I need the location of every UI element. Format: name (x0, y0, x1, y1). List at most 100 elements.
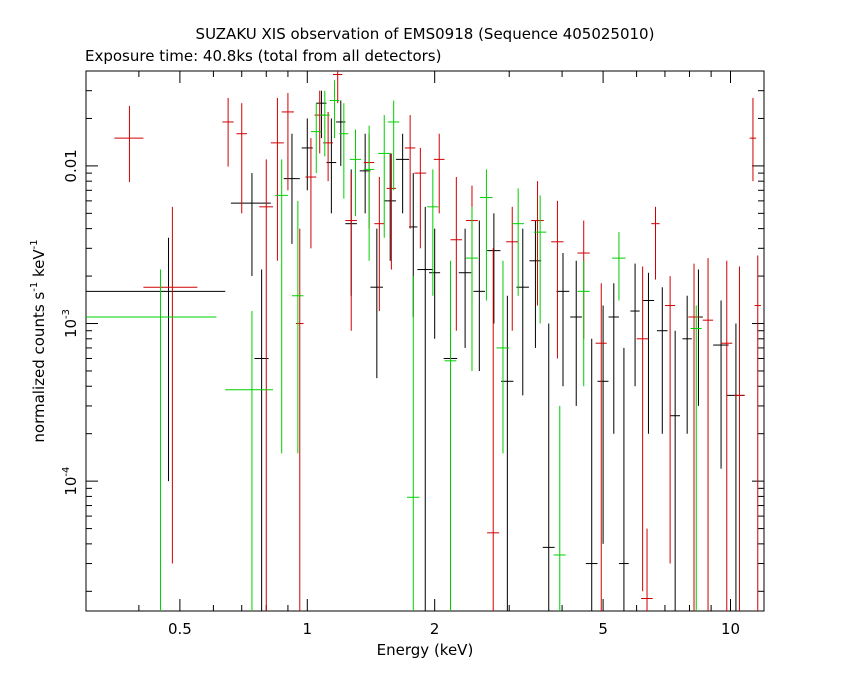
data-point (531, 181, 544, 306)
data-point (641, 528, 653, 611)
data-point (473, 220, 486, 371)
data-point (487, 213, 501, 324)
data-point (553, 405, 566, 611)
data-points (86, 71, 761, 611)
data-point (349, 129, 362, 217)
data-point (734, 266, 745, 611)
data-point (281, 93, 294, 191)
data-point (370, 228, 384, 379)
data-point (259, 159, 274, 611)
data-point (329, 80, 340, 139)
x-tick-label: 5 (598, 620, 608, 638)
data-point (690, 305, 702, 611)
data-point (114, 105, 144, 183)
data-point (487, 248, 500, 611)
data-point (395, 133, 410, 214)
data-point (291, 200, 304, 454)
chart-subtitle: Exposure time: 40.8ks (total from all de… (85, 47, 441, 65)
data-point (225, 311, 274, 611)
data-point (636, 266, 649, 592)
data-point (597, 305, 609, 544)
data-point (551, 200, 564, 359)
y-axis-label: normalized counts s-1 keV-1 (29, 239, 48, 442)
data-point (754, 255, 761, 611)
data-point (642, 272, 655, 434)
data-point (143, 206, 198, 564)
y-axis-label-mid: keV (30, 249, 48, 282)
data-point (480, 169, 493, 301)
data-point (542, 323, 555, 611)
data-point (345, 173, 357, 331)
data-point (465, 206, 478, 371)
data-point (433, 133, 445, 214)
data-point (386, 153, 396, 270)
data-point (702, 258, 714, 611)
data-point (595, 283, 607, 611)
data-point (378, 115, 391, 238)
data-point (86, 237, 226, 482)
data-point (427, 169, 439, 296)
x-axis-label: Energy (keV) (377, 641, 474, 659)
data-point (275, 159, 288, 454)
y-tick-label: 10-4 (61, 467, 80, 496)
data-point (310, 103, 322, 174)
data-point (529, 220, 542, 348)
data-point (295, 228, 304, 611)
data-point (533, 195, 547, 324)
x-tick-label: 10 (721, 620, 740, 638)
chart-title: SUZAKU XIS observation of EMS0918 (Seque… (196, 25, 655, 43)
data-point (429, 228, 441, 339)
y-tick-label: 0.01 (62, 149, 80, 182)
data-point (236, 103, 247, 214)
y-axis-label-main: normalized counts s (30, 292, 48, 443)
y-tick-label: 10-3 (61, 309, 80, 338)
axis-ticks (85, 70, 764, 611)
y-axis-label-sup2: -1 (29, 239, 40, 249)
data-point (387, 100, 400, 191)
data-point (749, 97, 757, 182)
data-point (664, 276, 676, 564)
data-point (506, 206, 519, 331)
data-point (339, 103, 349, 199)
series-0 (86, 90, 745, 611)
data-point (618, 347, 629, 611)
data-point (496, 260, 510, 454)
data-point (694, 269, 703, 406)
x-tick-label: 2 (430, 620, 440, 638)
data-point (230, 173, 271, 277)
data-point (585, 338, 598, 611)
data-point (721, 260, 733, 611)
data-point (512, 188, 524, 296)
x-tick-label: 0.5 (168, 620, 192, 638)
y-axis-label-sup1: -1 (29, 282, 40, 292)
data-point (556, 253, 570, 387)
data-point (688, 263, 700, 611)
tick-labels: 0.5 1 2 5 10 0.01 10-3 10-4 (61, 149, 740, 638)
x-tick-label: 1 (303, 620, 313, 638)
series-1 (114, 71, 761, 611)
data-point (630, 263, 640, 387)
data-point (270, 97, 284, 261)
data-point (222, 97, 234, 167)
data-point (283, 133, 300, 244)
data-point (458, 228, 472, 348)
data-point (656, 287, 668, 434)
data-point (612, 232, 626, 301)
data-point (374, 177, 385, 312)
data-point (577, 260, 590, 387)
data-point (384, 153, 396, 261)
data-point (404, 115, 416, 229)
series-2 (86, 80, 702, 611)
data-point (406, 276, 420, 611)
data-point (363, 125, 375, 261)
data-point (332, 71, 343, 104)
data-point (570, 260, 583, 406)
data-point (414, 147, 427, 249)
data-point (444, 260, 457, 611)
data-point (670, 330, 681, 611)
data-point (726, 323, 745, 611)
data-point (713, 300, 729, 469)
data-point (682, 295, 692, 434)
data-point (651, 206, 660, 280)
